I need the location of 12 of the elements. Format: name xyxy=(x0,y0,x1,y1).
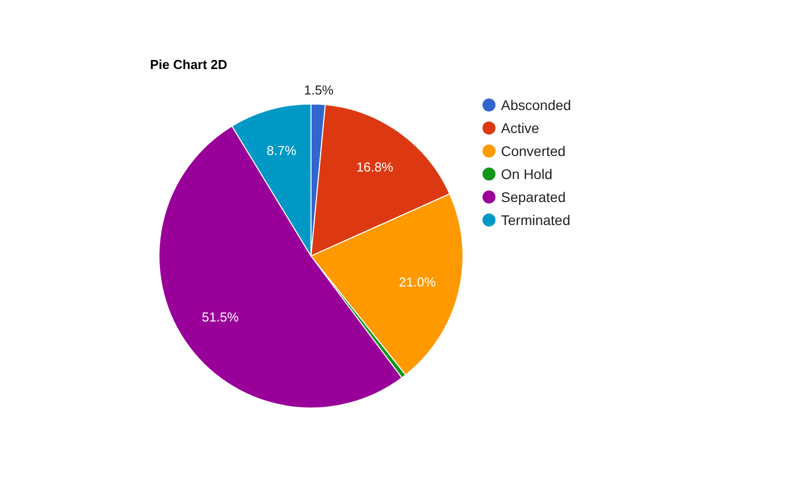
data-label: 51.5% xyxy=(202,310,240,325)
legend-label: On Hold xyxy=(501,166,552,182)
data-label: 1.5% xyxy=(304,82,334,98)
legend-label: Absconded xyxy=(501,96,572,112)
data-label: 8.7% xyxy=(266,143,297,158)
legend-label: Separated xyxy=(501,188,566,204)
chart-title: Pie Chart 2D xyxy=(150,57,228,72)
data-label: 16.8% xyxy=(356,160,394,175)
data-label: 21.0% xyxy=(398,274,436,290)
legend-label: Terminated xyxy=(501,212,570,228)
legend-label: Converted xyxy=(501,142,566,158)
legend-label: Active xyxy=(501,120,540,136)
